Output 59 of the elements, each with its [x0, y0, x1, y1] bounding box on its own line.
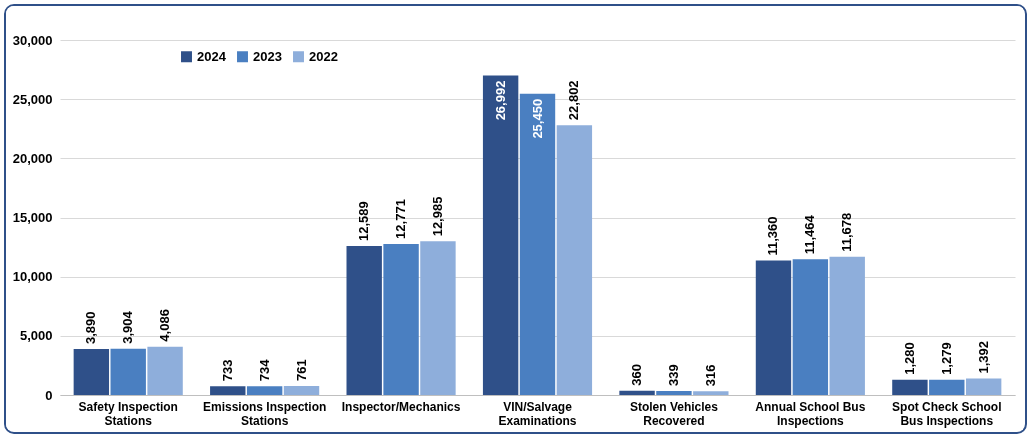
data-label: 12,589: [356, 201, 372, 242]
bar: [73, 348, 110, 395]
bar: [246, 386, 283, 395]
bar: [482, 75, 519, 395]
bar: [556, 125, 593, 395]
bar: [283, 385, 320, 395]
data-label: 339: [665, 364, 681, 386]
bar: [693, 391, 729, 395]
data-label: 734: [256, 358, 272, 382]
data-label: 11,464: [802, 214, 818, 255]
bar: [965, 378, 1002, 395]
x-tick-label: Spot Check School Bus Inspections: [892, 399, 1002, 428]
y-tick-label: 30,000: [12, 32, 53, 48]
bar: [929, 379, 965, 395]
x-tick-label: Emissions Inspection Stations: [202, 399, 327, 428]
y-tick-label: 20,000: [12, 150, 53, 166]
data-label: 3,890: [83, 311, 99, 344]
bar: [110, 348, 146, 395]
data-label: 1,280: [901, 342, 917, 375]
data-label: 360: [629, 364, 645, 386]
bar: [210, 386, 246, 395]
data-label: 4,086: [157, 309, 173, 342]
bar: [892, 379, 928, 395]
y-tick-label: 15,000: [12, 210, 53, 225]
y-tick-label: 10,000: [12, 269, 53, 285]
bar: [619, 390, 655, 395]
bar: [147, 346, 183, 395]
x-tick-label: Stolen Vehicles Recovered: [629, 399, 719, 428]
y-tick-label: 25,000: [12, 91, 53, 107]
legend-label: 2023: [253, 48, 282, 64]
data-label: 11,360: [765, 216, 781, 256]
data-label: 316: [702, 364, 718, 387]
x-tick-label: Inspector/Mechanics: [341, 399, 461, 414]
x-tick-label: VIN/Salvage Examinations: [498, 399, 577, 428]
data-label: 733: [219, 359, 235, 382]
bar: [383, 243, 419, 395]
data-label: 22,802: [566, 80, 582, 121]
bar: [656, 390, 692, 395]
bar: [420, 241, 456, 395]
bar: [829, 256, 865, 395]
legend-label: 2024: [197, 48, 227, 64]
bar: [346, 246, 382, 395]
data-label: 12,985: [429, 196, 445, 237]
data-label: 12,771: [393, 199, 409, 239]
bar: [519, 93, 556, 395]
legend-label: 2022: [309, 48, 338, 64]
y-tick-label: 0: [45, 387, 53, 403]
data-label: 11,678: [839, 212, 855, 252]
data-label: 1,392: [975, 340, 991, 374]
data-label: 1,279: [938, 342, 954, 375]
data-label: 26,992: [492, 80, 508, 121]
x-tick-label: Annual School Bus Inspections: [755, 399, 866, 428]
bar: [792, 259, 829, 395]
x-tick-label: Safety Inspection Stations: [78, 399, 178, 428]
data-label: 761: [293, 359, 309, 381]
data-label: 25,450: [529, 98, 545, 139]
data-label: 3,904: [120, 310, 136, 344]
y-tick-label: 5,000: [19, 328, 53, 344]
bar: [755, 260, 792, 395]
